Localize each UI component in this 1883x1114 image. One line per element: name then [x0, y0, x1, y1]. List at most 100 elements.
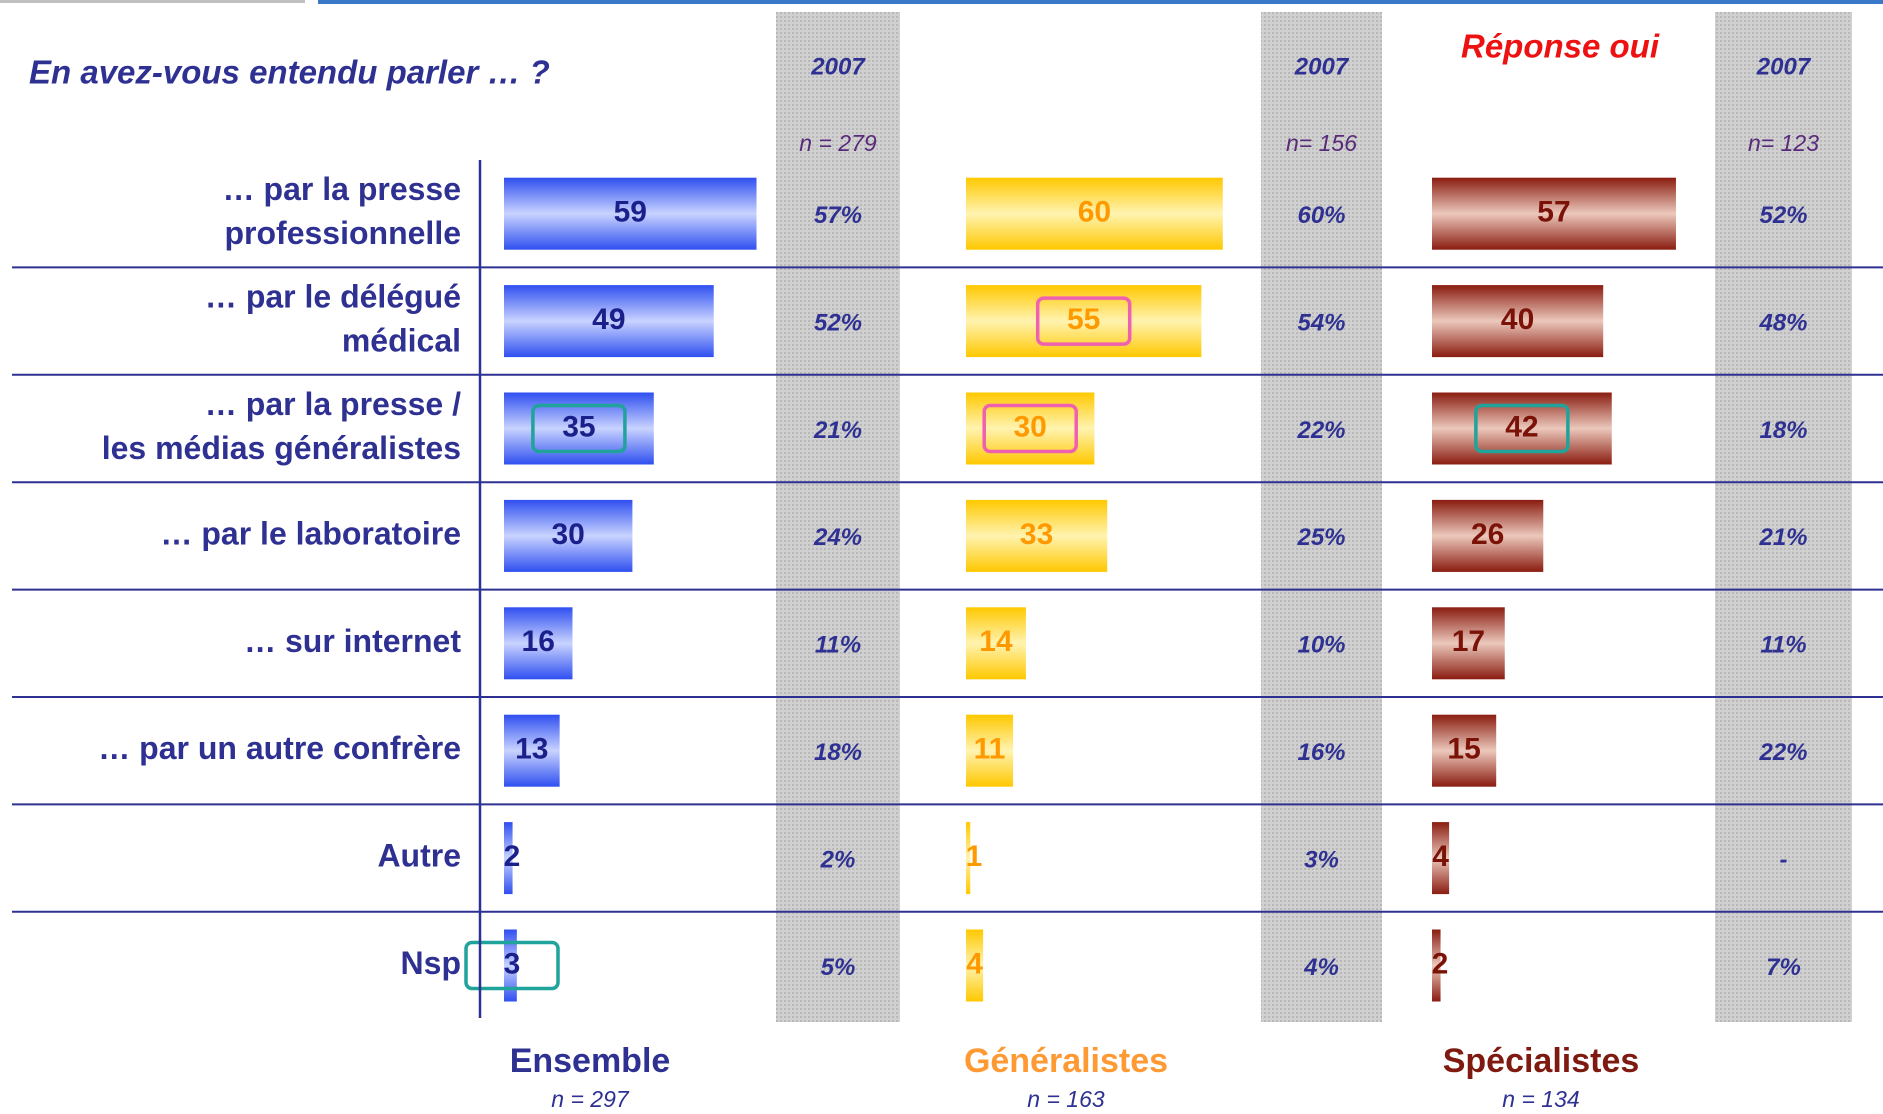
- bar-value-label: 42: [1505, 410, 1538, 443]
- previous-value: 18%: [1759, 417, 1807, 444]
- previous-value: 22%: [1296, 417, 1345, 444]
- highlight-box: [531, 403, 627, 454]
- highlight-box: [1035, 296, 1132, 346]
- bar-value-label: 2: [504, 840, 521, 873]
- bar-value-label: 17: [1452, 625, 1485, 658]
- question-title: En avez-vous entendu parler … ?: [29, 54, 550, 91]
- previous-value: 2%: [820, 846, 856, 873]
- group-n: n = 163: [1027, 1086, 1105, 1112]
- previous-value: 60%: [1297, 202, 1345, 229]
- bar: [504, 177, 757, 250]
- category-label: Nsp: [401, 945, 461, 981]
- previous-value: 54%: [1297, 309, 1345, 336]
- category-label: … par la presse /: [205, 386, 461, 422]
- previous-columns: 2007 n = 279 2007 n= 156 2007 n= 123 57% 52% 21%…: [776, 12, 1852, 1022]
- previous-value: 48%: [1758, 309, 1807, 336]
- category-label: … par le laboratoire: [160, 515, 461, 551]
- previous-n: n= 123: [1748, 130, 1819, 156]
- bar: [1432, 822, 1450, 895]
- bar-value-label: 4: [1432, 840, 1449, 873]
- previous-value: 24%: [813, 524, 862, 551]
- category-label: … par le délégué: [205, 279, 461, 315]
- bar: [504, 285, 714, 358]
- bar: [966, 499, 1108, 572]
- highlight-box: [464, 940, 560, 991]
- previous-value: 21%: [813, 417, 862, 444]
- previous-value: 52%: [814, 309, 862, 336]
- rows: … par la presse professionnelle … par le d…: [12, 171, 1883, 981]
- previous-value: 18%: [814, 739, 862, 766]
- top-rule-blue: [318, 0, 1883, 4]
- bar: [1432, 177, 1676, 250]
- bar-value-label: 16: [522, 625, 555, 658]
- previous-n: n = 279: [799, 130, 877, 156]
- previous-column-bg: [1715, 12, 1852, 1022]
- previous-value: 11%: [815, 632, 861, 659]
- bar: [504, 714, 560, 787]
- bar-value-label: 35: [562, 410, 595, 443]
- previous-column-bg: [1261, 12, 1382, 1022]
- bar-value-label: 33: [1020, 518, 1053, 551]
- bar: [966, 607, 1026, 680]
- bar: [504, 929, 517, 1002]
- bar-value-label: 4: [966, 947, 983, 980]
- highlight-box: [1474, 403, 1570, 454]
- previous-value: 21%: [1758, 524, 1807, 551]
- bar-value-label: 30: [552, 518, 585, 551]
- previous-value: -: [1780, 846, 1788, 873]
- previous-value: 57%: [814, 202, 862, 229]
- previous-value: 7%: [1766, 954, 1801, 981]
- category-label: … sur internet: [244, 623, 461, 659]
- bar-value-label: 30: [1014, 410, 1047, 443]
- bar-value-label: 57: [1537, 196, 1570, 229]
- bar: [504, 822, 513, 895]
- bar-value-label: 15: [1447, 733, 1480, 766]
- group-n: n = 297: [551, 1086, 630, 1112]
- previous-value: 16%: [1297, 739, 1345, 766]
- category-label: professionnelle: [225, 215, 462, 251]
- previous-value: 11%: [1760, 632, 1806, 659]
- bar-value-label: 26: [1471, 518, 1504, 551]
- bar-value-label: 55: [1067, 303, 1100, 336]
- bar-value-label: 11: [974, 733, 1006, 766]
- bar: [966, 822, 971, 895]
- bar-value-label: 2: [1432, 947, 1449, 980]
- group-name: Généralistes: [964, 1042, 1168, 1080]
- category-label: … par la presse: [223, 171, 461, 207]
- bar: [1432, 714, 1497, 787]
- category-label: médical: [342, 323, 461, 359]
- bar-value-label: 13: [515, 733, 548, 766]
- bar-value-label: 59: [614, 196, 647, 229]
- bar-value-label: 40: [1501, 303, 1534, 336]
- top-rule-grey: [0, 0, 305, 3]
- bar-value-label: 3: [504, 947, 521, 980]
- highlight-box: [982, 403, 1078, 454]
- bar-value-label: 49: [592, 303, 625, 336]
- bar: [966, 714, 1014, 787]
- previous-header: 2007: [1294, 53, 1350, 80]
- previous-n: n= 156: [1286, 130, 1357, 156]
- previous-value: 3%: [1304, 846, 1339, 873]
- group-name: Spécialistes: [1443, 1042, 1640, 1080]
- previous-value: 5%: [821, 954, 856, 981]
- previous-value: 25%: [1296, 524, 1345, 551]
- previous-column-bg: [776, 12, 900, 1022]
- bar: [504, 607, 573, 680]
- bar-value-label: 1: [966, 840, 983, 873]
- bar: [966, 929, 984, 1002]
- bar: [504, 499, 633, 572]
- bar: [966, 177, 1223, 250]
- bar: [1432, 929, 1441, 1002]
- subtitle: Réponse oui: [1461, 28, 1660, 65]
- group-name: Ensemble: [510, 1042, 671, 1080]
- bar-value-label: 14: [979, 625, 1013, 658]
- previous-value: 22%: [1758, 739, 1807, 766]
- category-label: … par un autre confrère: [98, 730, 461, 766]
- group-n: n = 134: [1502, 1086, 1579, 1112]
- bar: [1432, 285, 1604, 358]
- bar: [1432, 607, 1505, 680]
- previous-value: 10%: [1297, 632, 1345, 659]
- category-label: les médias généralistes: [102, 430, 461, 466]
